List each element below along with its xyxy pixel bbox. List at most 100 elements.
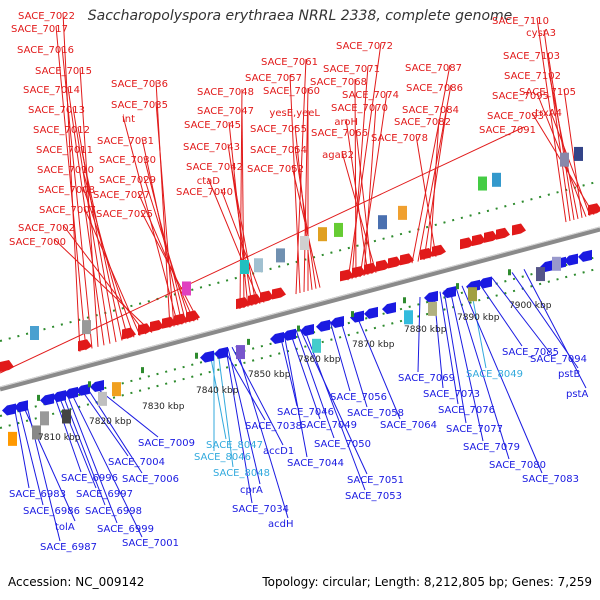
gene-label[interactable]: cprA xyxy=(240,485,263,496)
gene-label[interactable]: SACE_7042 xyxy=(186,162,243,173)
gene-label[interactable]: SACE_7110 xyxy=(492,16,549,27)
gene-label[interactable]: pstB xyxy=(558,369,580,380)
forward-gene-arrow[interactable] xyxy=(174,313,188,326)
forward-gene-arrow[interactable] xyxy=(484,230,498,243)
forward-gene-arrow[interactable] xyxy=(248,293,262,306)
gene-label[interactable]: SACE_7086 xyxy=(406,83,463,94)
forward-gene-arrow[interactable] xyxy=(236,297,250,310)
forward-gene-arrow[interactable] xyxy=(186,310,200,323)
reverse-gene-arrow[interactable] xyxy=(578,249,592,262)
feature-box[interactable] xyxy=(536,267,545,282)
gene-label[interactable]: SACE_7015 xyxy=(35,66,92,77)
gene-label[interactable]: SACE_7068 xyxy=(310,77,367,88)
gene-label[interactable]: SACE_7002 xyxy=(18,223,75,234)
reverse-gene-arrow[interactable] xyxy=(214,346,228,359)
forward-gene-arrow[interactable] xyxy=(0,360,14,372)
gene-label[interactable]: SACE_6987 xyxy=(40,542,97,553)
gene-label[interactable]: agaB2 xyxy=(322,150,354,161)
reverse-gene-arrow[interactable] xyxy=(200,350,214,363)
gene-label[interactable]: int xyxy=(122,114,135,125)
feature-box[interactable] xyxy=(32,425,41,440)
reverse-gene-arrow[interactable] xyxy=(364,306,378,319)
gene-label[interactable]: SACE_7034 xyxy=(232,504,289,515)
reverse-gene-arrow[interactable] xyxy=(350,310,364,323)
gene-label[interactable]: SACE_7077 xyxy=(446,424,503,435)
gene-label[interactable]: SACE_7071 xyxy=(323,64,380,75)
gene-label[interactable]: SACE_7036 xyxy=(111,79,168,90)
gene-label[interactable]: SACE_7009 xyxy=(138,438,195,449)
gene-label[interactable]: SACE_7010 xyxy=(37,165,94,176)
gene-label[interactable]: SACE_7017 xyxy=(11,24,68,35)
forward-gene-arrow[interactable] xyxy=(420,248,434,260)
gene-label[interactable]: SACE_7056 xyxy=(330,392,387,403)
gene-label[interactable]: SACE_7048 xyxy=(197,87,254,98)
gene-label[interactable]: SACE_7049 xyxy=(300,420,357,431)
gene-label[interactable]: SACE_8047 xyxy=(206,440,263,451)
forward-gene-arrow[interactable] xyxy=(162,316,176,329)
forward-gene-arrow[interactable] xyxy=(272,287,286,300)
gene-label[interactable]: SACE_7022 xyxy=(18,11,75,22)
gene-label[interactable]: SACE_7070 xyxy=(331,103,388,114)
reverse-gene-arrow[interactable] xyxy=(270,332,284,344)
feature-box[interactable] xyxy=(30,326,39,340)
gene-label[interactable]: SACE_7078 xyxy=(371,133,428,144)
forward-gene-arrow[interactable] xyxy=(432,244,446,257)
gene-label[interactable]: SACE_7079 xyxy=(463,442,520,453)
feature-box[interactable] xyxy=(492,172,501,187)
reverse-gene-arrow[interactable] xyxy=(424,290,438,303)
gene-label[interactable]: SACE_7074 xyxy=(342,90,399,101)
gene-label[interactable]: SACE_6983 xyxy=(9,489,66,500)
gene-label[interactable]: SACE_7050 xyxy=(314,439,371,450)
gene-label[interactable]: SACE_7084 xyxy=(402,105,459,116)
gene-label[interactable]: SACE_7055 xyxy=(250,124,307,135)
gene-label[interactable]: SACE_7038 xyxy=(245,421,302,432)
feature-box[interactable] xyxy=(312,338,321,353)
gene-label[interactable]: SACE_7103 xyxy=(503,51,560,62)
gene-label[interactable]: SACE_7105 xyxy=(519,87,576,98)
feature-box[interactable] xyxy=(404,310,413,325)
feature-box[interactable] xyxy=(182,281,191,296)
gene-label[interactable]: SACE_6996 xyxy=(61,473,118,484)
feature-box[interactable] xyxy=(62,409,71,424)
feature-box[interactable] xyxy=(398,205,407,220)
feature-box[interactable] xyxy=(112,382,121,397)
gene-label[interactable]: SACE_7051 xyxy=(347,475,404,486)
gene-label[interactable]: SACE_7102 xyxy=(504,71,561,82)
gene-label[interactable]: SACE_6999 xyxy=(97,524,154,535)
gene-label[interactable]: cysA3 xyxy=(526,28,556,39)
reverse-gene-arrow[interactable] xyxy=(382,302,396,315)
feature-box[interactable] xyxy=(428,301,437,316)
gene-label[interactable]: SACE_7073 xyxy=(423,389,480,400)
forward-gene-arrow[interactable] xyxy=(122,327,136,340)
gene-label[interactable]: SACE_7080 xyxy=(489,460,546,471)
gene-label[interactable]: SACE_7011 xyxy=(36,145,93,156)
gene-label[interactable]: SACE_6997 xyxy=(76,489,133,500)
gene-label[interactable]: SACE_7013 xyxy=(28,105,85,116)
feature-box[interactable] xyxy=(560,152,569,167)
gene-label[interactable]: SACE_7076 xyxy=(438,405,495,416)
feature-box[interactable] xyxy=(574,146,583,161)
feature-box[interactable] xyxy=(552,256,561,271)
gene-label[interactable]: SACE_7052 xyxy=(247,164,304,175)
forward-gene-arrow[interactable] xyxy=(150,320,164,332)
gene-label[interactable]: accD1 xyxy=(263,446,294,457)
gene-label[interactable]: SACE_7087 xyxy=(405,63,462,74)
gene-label[interactable]: SACE_7007 xyxy=(39,205,96,216)
gene-label[interactable]: SACE_7029 xyxy=(99,175,156,186)
gene-label[interactable]: SACE_7060 xyxy=(263,86,320,97)
gene-label[interactable]: SACE_7046 xyxy=(277,407,334,418)
forward-gene-arrow[interactable] xyxy=(260,290,274,303)
gene-label[interactable]: SACE_7083 xyxy=(522,474,579,485)
forward-gene-arrow[interactable] xyxy=(400,253,414,266)
feature-box[interactable] xyxy=(468,287,477,302)
gene-label[interactable]: SACE_8048 xyxy=(213,468,270,479)
gene-label[interactable]: SACE_7094 xyxy=(530,354,587,365)
gene-label[interactable]: SACE_7040 xyxy=(176,187,233,198)
feature-box[interactable] xyxy=(82,320,91,335)
gene-label[interactable]: SACE_7006 xyxy=(122,474,179,485)
feature-box[interactable] xyxy=(236,345,245,360)
forward-gene-arrow[interactable] xyxy=(340,269,354,282)
gene-label[interactable]: SACE_7072 xyxy=(336,41,393,52)
gene-label[interactable]: ctaD xyxy=(197,176,221,187)
gene-label[interactable]: SACE_7014 xyxy=(23,85,80,96)
